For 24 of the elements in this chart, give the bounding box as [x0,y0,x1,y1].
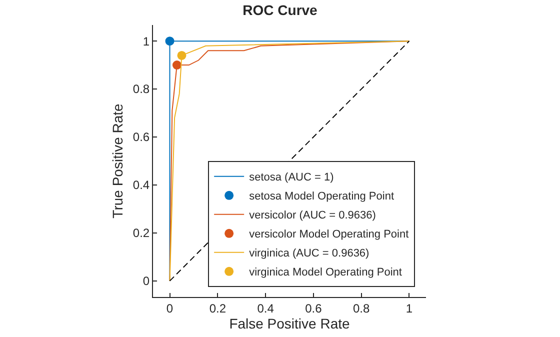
x-tick-label: 0.2 [209,301,226,316]
y-tick-label: 0.8 [132,82,150,96]
legend-label: virginica (AUC = 0.9636) [249,248,370,260]
point [165,36,174,46]
y-tick-label: 1 [142,34,150,48]
x-axis-title: False Positive Rate [229,316,350,332]
x-tick-label: 0.4 [257,301,274,316]
y-tick-label: 0.2 [132,226,150,240]
legend-label: setosa Model Operating Point [249,190,394,203]
y-axis-title: True Positive Rate [110,103,126,218]
x-tick-label: 0.8 [352,301,370,316]
x-tick-label: 1 [406,301,413,316]
point [177,50,186,60]
x-tick-label: 0.6 [305,301,322,316]
y-tick-label: 0.6 [132,130,150,144]
y-tick-label: 0.4 [132,178,150,192]
legend-label: virginica Model Operating Point [249,266,402,279]
legend-label: setosa (AUC = 1) [249,172,334,184]
x-tick-label: 0 [166,301,174,316]
chart-title: ROC Curve [242,2,318,18]
point [172,60,182,70]
legend-label: versicolor (AUC = 0.9636) [249,210,376,222]
legend-label: versicolor Model Operating Point [249,228,409,241]
y-tick-label: 0 [142,274,150,288]
